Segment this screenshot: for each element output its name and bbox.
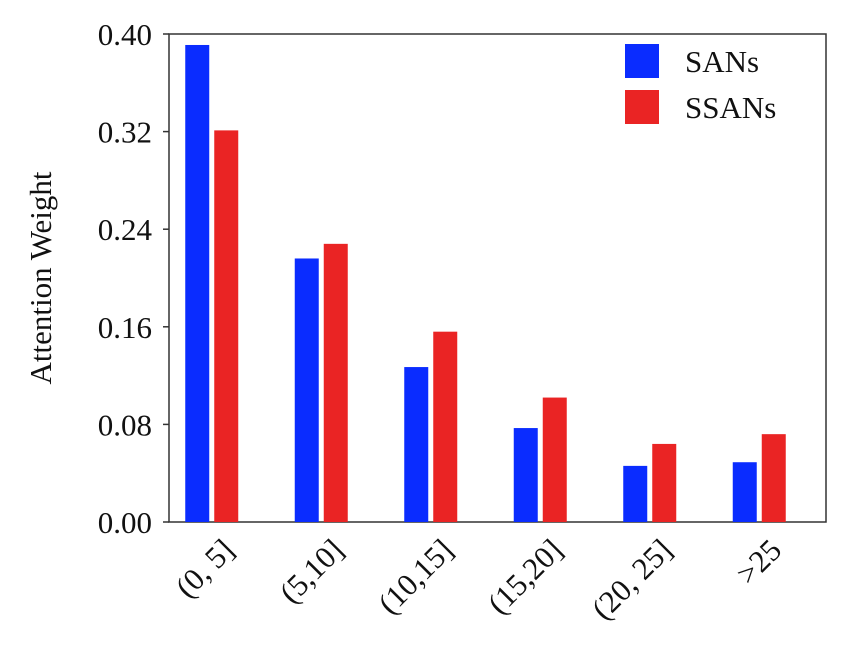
- x-tick-label: (10,15]: [371, 532, 460, 621]
- y-tick-label: 0.24: [98, 212, 153, 247]
- bar-ssans-1: [323, 243, 348, 522]
- bar-ssans-3: [542, 397, 567, 522]
- x-tick-label: (0, 5]: [168, 532, 240, 604]
- bar-sans-4: [623, 465, 648, 522]
- legend-swatch-ssans: [625, 90, 659, 124]
- bar-sans-3: [513, 428, 538, 522]
- legend-swatch-sans: [625, 44, 659, 78]
- bar-ssans-5: [761, 434, 786, 522]
- bar-sans-1: [294, 258, 319, 522]
- legend-label-ssans: SSANs: [685, 90, 776, 125]
- bar-ssans-4: [652, 443, 677, 522]
- y-tick-label: 0.00: [98, 505, 152, 540]
- y-axis-title: Attention Weight: [23, 171, 58, 384]
- y-tick-label: 0.16: [98, 310, 152, 345]
- plot-frame: [168, 33, 827, 523]
- bar-ssans-0: [214, 130, 239, 522]
- bars-group: [185, 44, 786, 522]
- x-tick-label: (20, 25]: [585, 532, 679, 626]
- bar-sans-5: [732, 462, 757, 522]
- x-tick-label: (15,20]: [481, 532, 570, 621]
- x-tick-label: >25: [729, 532, 788, 591]
- bar-sans-0: [185, 44, 210, 522]
- bar-ssans-2: [433, 331, 458, 522]
- y-tick-label: 0.40: [98, 17, 152, 52]
- y-tick-label: 0.32: [98, 115, 152, 150]
- legend-label-sans: SANs: [685, 44, 759, 79]
- y-tick-label: 0.08: [98, 407, 152, 442]
- legend: SANs SSANs: [625, 44, 776, 125]
- x-tick-label: (5,10]: [272, 532, 350, 610]
- x-ticks-group: (0, 5] (5,10] (10,15] (15,20] (20, 25] >25: [168, 532, 788, 626]
- y-ticks-group: 0.00 0.08 0.16 0.24 0.32 0.40: [98, 17, 169, 540]
- bar-sans-2: [404, 367, 429, 522]
